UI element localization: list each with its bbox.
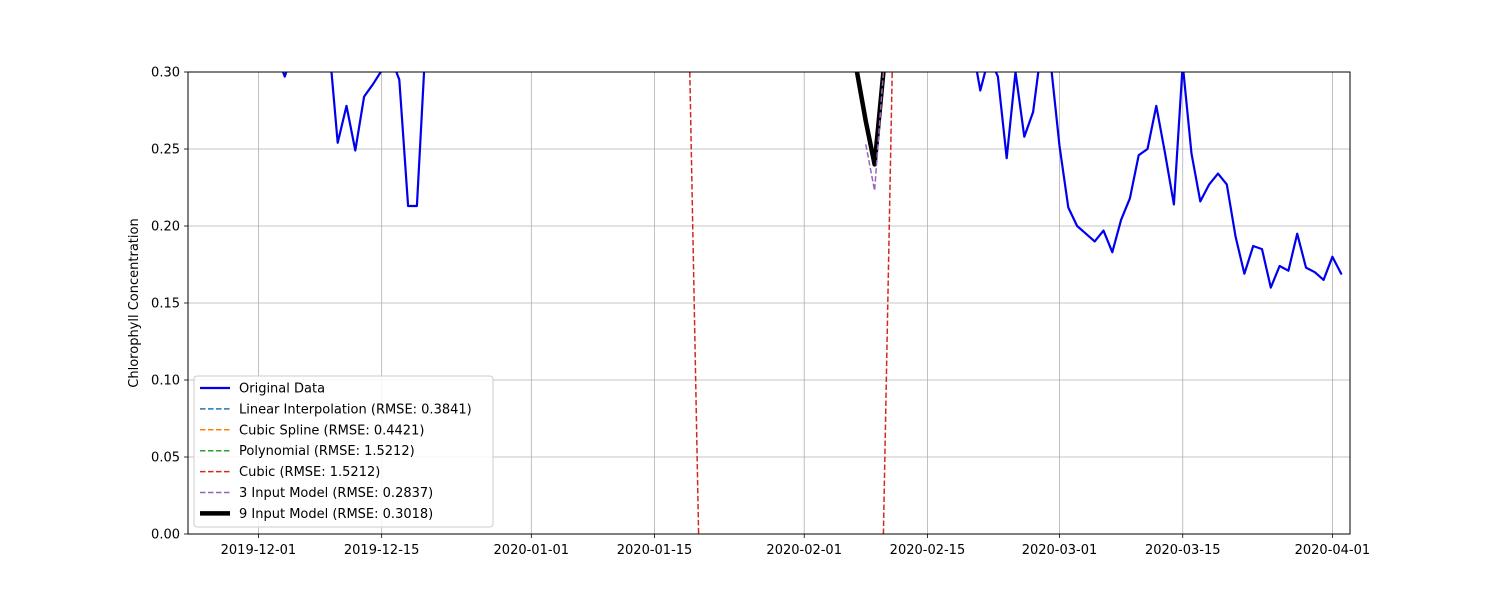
- y-tick-label: 0.20: [151, 220, 180, 235]
- y-tick-label: 0.15: [151, 297, 180, 312]
- y-axis-label: Chlorophyll Concentration: [127, 218, 142, 387]
- legend-label-9-input-model: 9 Input Model (RMSE: 0.3018): [239, 507, 433, 522]
- x-tick-label: 2020-02-01: [766, 543, 842, 558]
- y-tick-label: 0.00: [151, 528, 180, 543]
- legend-label-cubic-spline: Cubic Spline (RMSE: 0.4421): [239, 423, 424, 438]
- x-tick-label: 2020-03-01: [1022, 543, 1098, 558]
- x-tick-label: 2020-04-01: [1295, 543, 1371, 558]
- x-tick-label: 2019-12-15: [344, 543, 420, 558]
- legend-label-polynomial: Polynomial (RMSE: 1.5212): [239, 444, 415, 459]
- x-tick-label: 2019-12-01: [221, 543, 297, 558]
- legend-label-cubic: Cubic (RMSE: 1.5212): [239, 465, 380, 480]
- legend-label-linear-interpolation: Linear Interpolation (RMSE: 0.3841): [239, 402, 472, 417]
- legend-label-original-data: Original Data: [239, 382, 325, 397]
- y-tick-label: 0.25: [151, 143, 180, 158]
- legend: Original Data Linear Interpolation (RMSE:…: [194, 376, 493, 527]
- x-tick-label: 2020-01-15: [617, 543, 693, 558]
- x-tick-label: 2020-03-15: [1145, 543, 1221, 558]
- y-tick-label: 0.10: [151, 374, 180, 389]
- legend-label-3-input-model: 3 Input Model (RMSE: 0.2837): [239, 486, 433, 501]
- y-tick-label: 0.05: [151, 451, 180, 466]
- y-tick-label: 0.30: [151, 66, 180, 81]
- x-tick-label: 2020-02-15: [890, 543, 966, 558]
- x-tick-label: 2020-01-01: [494, 543, 570, 558]
